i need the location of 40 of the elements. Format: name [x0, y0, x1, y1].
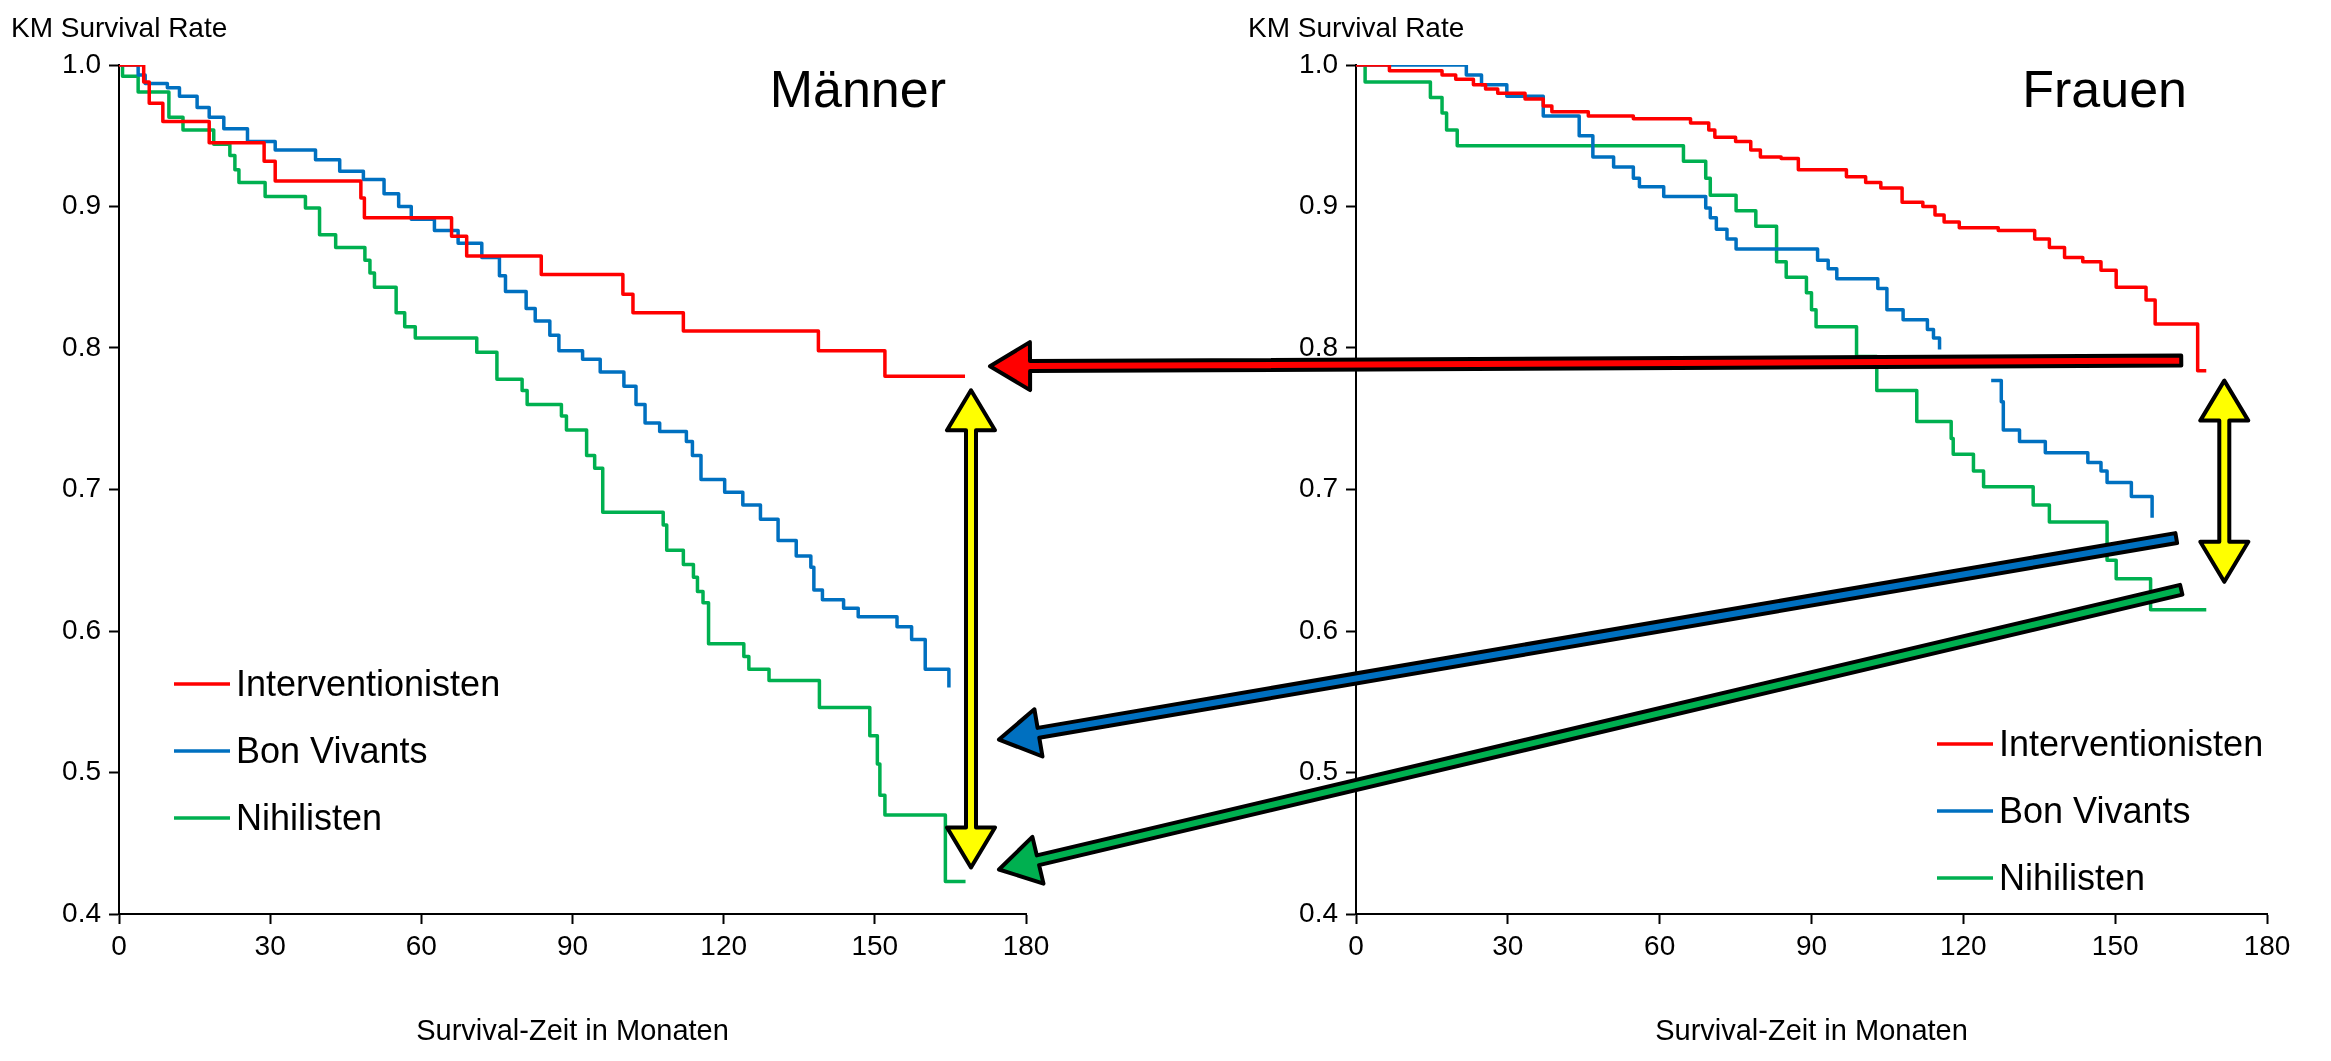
y-tick-label: 0.8 — [1299, 330, 1338, 362]
legend-label: Nihilisten — [236, 796, 383, 838]
y-axis-title: KM Survival Rate — [11, 12, 228, 43]
legend-label: Interventionisten — [236, 662, 501, 704]
x-tick-label: 30 — [254, 929, 286, 961]
x-tick-label: 30 — [1492, 929, 1524, 961]
x-axis-title: Survival-Zeit in Monaten — [1655, 1013, 1968, 1046]
x-axis-title: Survival-Zeit in Monaten — [416, 1013, 729, 1046]
x-tick-label: 60 — [1644, 929, 1676, 961]
y-tick-label: 0.8 — [62, 330, 101, 362]
y-axis-title: KM Survival Rate — [1248, 12, 1465, 43]
chart-title: Frauen — [2022, 60, 2187, 118]
y-tick-label: 0.4 — [62, 896, 101, 928]
y-tick-label: 0.9 — [62, 189, 101, 221]
y-tick-label: 1.0 — [1299, 47, 1338, 79]
legend-label: Interventionisten — [1999, 722, 2264, 764]
x-tick-label: 150 — [2091, 929, 2139, 961]
y-tick-label: 1.0 — [62, 47, 101, 79]
y-tick-label: 0.9 — [1299, 189, 1338, 221]
x-tick-label: 120 — [1939, 929, 1987, 961]
x-tick-label: 180 — [2243, 929, 2291, 961]
x-tick-label: 0 — [111, 929, 127, 961]
y-tick-label: 0.5 — [1299, 755, 1338, 787]
x-tick-label: 90 — [1795, 929, 1828, 961]
y-tick-label: 0.4 — [1299, 896, 1338, 928]
x-tick-label: 0 — [1348, 929, 1364, 961]
legend-label: Bon Vivants — [1999, 789, 2191, 831]
x-tick-label: 90 — [556, 929, 589, 961]
x-tick-label: 60 — [405, 929, 437, 961]
chart-title: Männer — [769, 60, 946, 118]
legend-label: Bon Vivants — [236, 729, 428, 771]
y-tick-label: 0.6 — [62, 613, 101, 645]
x-tick-label: 180 — [1002, 929, 1050, 961]
y-tick-label: 0.5 — [62, 755, 101, 787]
x-tick-label: 150 — [851, 929, 899, 961]
y-tick-label: 0.7 — [62, 472, 101, 504]
y-tick-label: 0.7 — [1299, 472, 1338, 504]
legend-label: Nihilisten — [1999, 856, 2146, 898]
y-tick-label: 0.6 — [1299, 613, 1338, 645]
x-tick-label: 120 — [700, 929, 748, 961]
